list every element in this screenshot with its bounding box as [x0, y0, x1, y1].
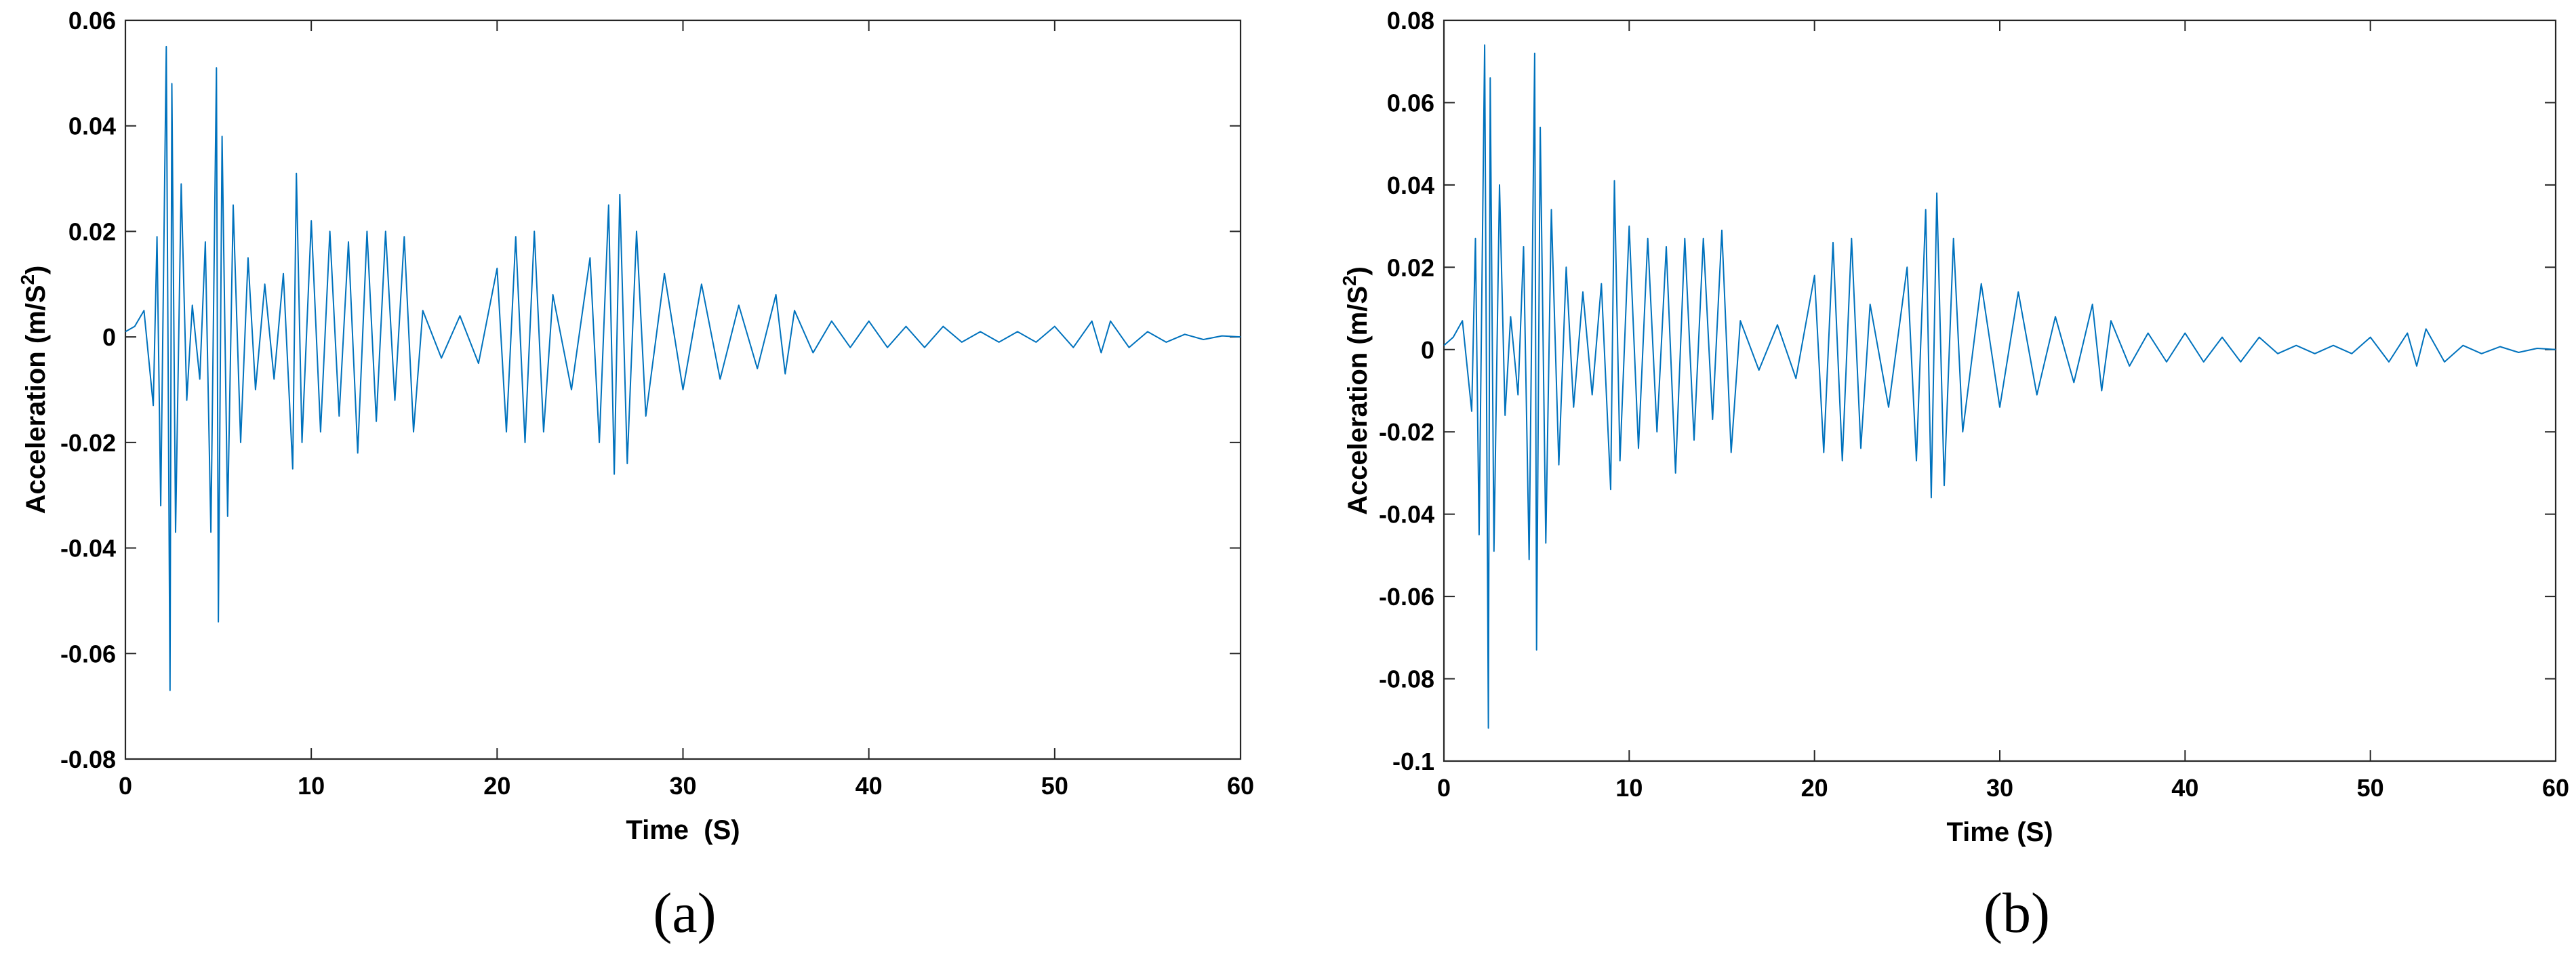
x-tick-label: 60 [1227, 772, 1254, 800]
plot-frame [1443, 19, 2557, 762]
x-tick-label: 50 [1041, 772, 1068, 800]
x-tick-label: 0 [1437, 774, 1451, 802]
x-axis-label: Time (S) [626, 815, 740, 845]
x-tick-label: 20 [1801, 774, 1828, 802]
y-tick-label: -0.02 [60, 429, 116, 457]
y-tick-label: -0.08 [1379, 666, 1434, 693]
panel-caption: (a) [653, 882, 716, 945]
y-tick-label: -0.04 [1379, 501, 1434, 529]
chart-panel-a: 0 10 20 30 40 50 60 -0.08 -0.06 -0.04 -0.02 0 0.02 0.… [17, 7, 1254, 945]
y-tick-label: 0.06 [1387, 89, 1434, 117]
acceleration-series-line [1443, 44, 2556, 729]
y-tick-label: 0.02 [1387, 253, 1434, 281]
x-tick-label: 30 [669, 772, 696, 800]
x-tick-label: 40 [856, 772, 883, 800]
x-tick-label: 10 [1615, 774, 1643, 802]
x-tick-label: 60 [2542, 774, 2569, 802]
chart-panel-b: 0 10 20 30 40 50 60 -0.1 -0.08 -0.06 -0.04 -0.02 0 0.… [1339, 7, 2569, 945]
y-tick-label: 0 [102, 323, 116, 351]
x-axis-label: Time (S) [1946, 817, 2053, 847]
x-tick-label: 20 [483, 772, 510, 800]
y-tick-label: -0.1 [1392, 748, 1434, 775]
y-axis-label: Acceleration (m/S2) [17, 266, 51, 514]
acceleration-series-line [125, 45, 1241, 691]
y-tick-label: 0.04 [68, 113, 116, 140]
y-tick-label: -0.08 [60, 745, 116, 773]
y-tick-label: -0.06 [60, 640, 116, 668]
x-tick-label: 10 [298, 772, 325, 800]
y-tick-label: 0 [1421, 336, 1434, 364]
y-tick-label: -0.04 [60, 535, 116, 563]
y-tick-label: 0.06 [68, 7, 116, 35]
y-tick-label: 0.02 [68, 218, 116, 245]
x-tick-label: 30 [1986, 774, 2013, 802]
y-tick-label: -0.02 [1379, 418, 1434, 446]
x-tick-label: 40 [2171, 774, 2198, 802]
y-axis-label: Acceleration (m/S2) [1339, 266, 1373, 515]
y-tick-label: 0.08 [1387, 7, 1434, 35]
y-tick-label: 0.04 [1387, 171, 1434, 199]
x-tick-label: 50 [2357, 774, 2384, 802]
panel-caption: (b) [1984, 882, 2050, 945]
x-tick-label: 0 [119, 772, 132, 800]
y-tick-label: -0.06 [1379, 583, 1434, 611]
